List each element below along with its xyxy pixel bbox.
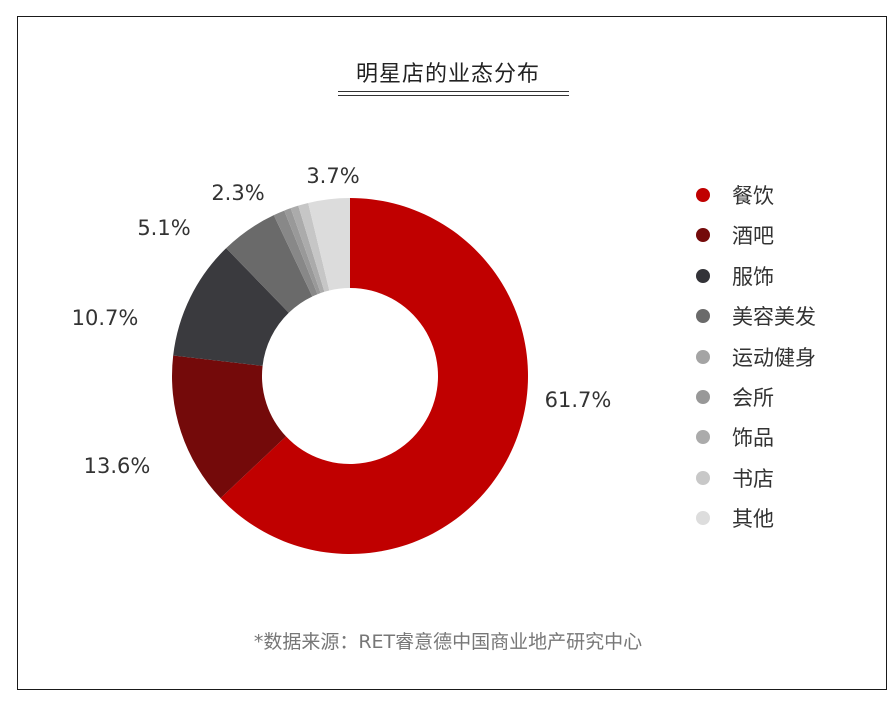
legend-label: 书店	[732, 466, 774, 491]
slice-服饰	[173, 248, 289, 366]
slice-label-美容美发: 5.1%	[137, 216, 190, 240]
legend-label: 餐饮	[732, 184, 774, 208]
legend-swatch	[696, 228, 710, 243]
slice-美容美发	[226, 215, 313, 313]
legend-item-饰品: 饰品	[696, 422, 774, 452]
legend-label: 美容美发	[732, 305, 816, 330]
legend-label: 酒吧	[732, 224, 774, 249]
legend-swatch	[696, 390, 710, 404]
legend-swatch	[696, 349, 710, 364]
legend-item-服饰: 服饰	[696, 261, 774, 291]
legend-swatch	[696, 430, 710, 445]
legend-item-其他: 其他	[696, 503, 774, 533]
legend-label: 服饰	[732, 264, 774, 289]
legend-swatch	[696, 268, 710, 283]
legend-label: 会所	[732, 386, 774, 410]
slice-label-饰品: 2.3%	[211, 181, 264, 205]
slice-其他	[308, 198, 350, 291]
slice-饰品	[290, 205, 325, 294]
slice-运动健身	[273, 210, 318, 297]
slice-书店	[298, 202, 330, 292]
legend-label: 运动健身	[732, 345, 816, 370]
legend-item-酒吧: 酒吧	[696, 220, 774, 250]
slice-label-服饰: 10.7%	[72, 306, 139, 330]
data-source-note: *数据来源：RET睿意德中国商业地产研究中心	[253, 631, 643, 653]
legend-swatch	[696, 511, 710, 526]
legend-swatch	[696, 188, 710, 202]
title-underline-top	[338, 91, 569, 92]
slice-label-酒吧: 13.6%	[84, 454, 151, 478]
legend-item-餐饮: 餐饮	[696, 180, 774, 210]
legend-swatch	[696, 309, 710, 324]
slice-酒吧	[171, 355, 287, 499]
chart-title: 明星店的业态分布	[355, 62, 540, 87]
slice-餐饮	[220, 198, 528, 554]
title-underline-bottom	[338, 95, 569, 96]
legend-item-运动健身: 运动健身	[696, 342, 816, 372]
slice-会所	[284, 208, 321, 295]
legend-label: 饰品	[732, 426, 774, 451]
legend-item-会所: 会所	[696, 382, 774, 412]
slice-label-餐饮: 61.7%	[545, 388, 612, 412]
slice-labels: 61.7% 13.6% 10.7% 5.1% 2.3% 3.7%	[72, 164, 612, 478]
slice-label-其他: 3.7%	[306, 164, 359, 188]
legend-label: 其他	[732, 507, 774, 532]
donut-slices	[171, 198, 528, 554]
legend-item-书店: 书店	[696, 463, 774, 493]
legend-item-美容美发: 美容美发	[696, 301, 816, 331]
legend-swatch	[696, 470, 710, 485]
